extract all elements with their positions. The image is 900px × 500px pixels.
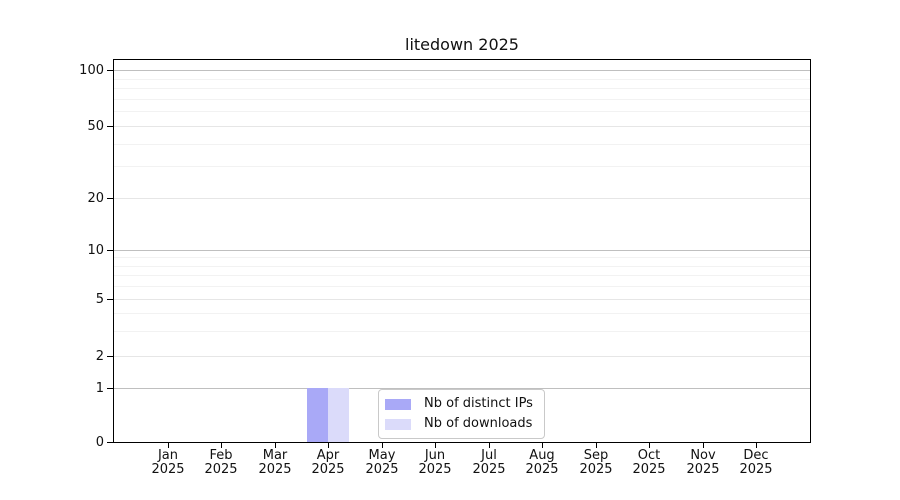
- y-gridline: [114, 198, 810, 199]
- y-tick-mark: [107, 442, 113, 443]
- x-tick-mark: [649, 442, 650, 448]
- y-tick-mark: [107, 70, 113, 71]
- y-tick-mark: [107, 388, 113, 389]
- x-tick-label-feb: Feb 2025: [189, 449, 253, 477]
- x-tick-mark: [328, 442, 329, 448]
- y-gridline-minor: [114, 88, 810, 89]
- y-gridline-minor: [114, 257, 810, 258]
- x-tick-month: May: [368, 448, 396, 463]
- x-tick-month: Feb: [209, 448, 233, 463]
- y-tick-mark: [107, 198, 113, 199]
- x-tick-year: 2025: [579, 462, 613, 477]
- y-tick-mark: [107, 250, 113, 251]
- y-tick-label: 2: [95, 349, 104, 364]
- y-gridline-minor: [114, 313, 810, 314]
- x-tick-month: Jan: [157, 448, 179, 463]
- x-tick-year: 2025: [418, 462, 452, 477]
- x-tick-month: Jun: [424, 448, 446, 463]
- y-tick-mark: [107, 299, 113, 300]
- chart-title: litedown 2025: [405, 35, 519, 54]
- bar-downloads: [328, 388, 349, 442]
- x-tick-label-aug: Aug 2025: [510, 449, 574, 477]
- x-tick-year: 2025: [525, 462, 559, 477]
- y-tick-mark: [107, 126, 113, 127]
- x-tick-mark: [489, 442, 490, 448]
- legend-swatch-downloads: [385, 418, 411, 430]
- x-tick-mark: [168, 442, 169, 448]
- y-gridline-minor: [114, 79, 810, 80]
- y-gridline: [114, 356, 810, 357]
- y-tick-label: 1: [95, 381, 104, 396]
- y-gridline-minor: [114, 111, 810, 112]
- x-tick-mark: [275, 442, 276, 448]
- legend-item-downloads: Nb of downloads: [385, 416, 536, 432]
- plot-area: Nb of distinct IPs Nb of downloads: [107, 59, 811, 448]
- y-tick-label: 0: [95, 435, 104, 450]
- x-tick-month: Aug: [529, 448, 555, 463]
- legend-item-distinct-ips: Nb of distinct IPs: [385, 396, 536, 412]
- x-tick-label-jan: Jan 2025: [136, 449, 200, 477]
- x-tick-month: Oct: [637, 448, 661, 463]
- x-tick-label-mar: Mar 2025: [243, 449, 307, 477]
- legend-swatch-distinct-ips: [385, 398, 411, 410]
- x-tick-year: 2025: [632, 462, 666, 477]
- x-tick-month: Sep: [583, 448, 609, 463]
- y-gridline: [114, 70, 810, 71]
- y-tick-label: 5: [95, 292, 104, 307]
- x-tick-year: 2025: [204, 462, 238, 477]
- y-axis: 0 1 2 5 10 20 50 100: [0, 59, 106, 451]
- x-tick-mark: [596, 442, 597, 448]
- x-tick-year: 2025: [258, 462, 292, 477]
- y-gridline-minor: [114, 275, 810, 276]
- x-tick-year: 2025: [472, 462, 506, 477]
- y-gridline-minor: [114, 286, 810, 287]
- x-tick-mark: [382, 442, 383, 448]
- x-tick-month: Dec: [743, 448, 769, 463]
- y-gridline-minor: [114, 166, 810, 167]
- x-tick-mark: [221, 442, 222, 448]
- x-tick-year: 2025: [686, 462, 720, 477]
- x-tick-label-may: May 2025: [350, 449, 414, 477]
- x-tick-label-dec: Dec 2025: [724, 449, 788, 477]
- x-tick-label-sep: Sep 2025: [564, 449, 628, 477]
- y-tick-label: 50: [87, 119, 104, 134]
- legend-label-downloads: Nb of downloads: [424, 416, 533, 431]
- y-gridline-minor: [114, 331, 810, 332]
- x-tick-mark: [703, 442, 704, 448]
- x-tick-mark: [542, 442, 543, 448]
- legend-label-distinct-ips: Nb of distinct IPs: [424, 396, 533, 411]
- y-gridline: [114, 126, 810, 127]
- x-tick-year: 2025: [365, 462, 399, 477]
- x-tick-month: Apr: [316, 448, 340, 463]
- y-gridline-minor: [114, 266, 810, 267]
- y-tick-label: 10: [87, 243, 104, 258]
- x-tick-year: 2025: [311, 462, 345, 477]
- x-tick-month: Jul: [481, 448, 497, 463]
- y-gridline-minor: [114, 144, 810, 145]
- x-tick-mark: [756, 442, 757, 448]
- y-tick-label: 20: [87, 191, 104, 206]
- y-tick-label: 100: [79, 63, 104, 78]
- y-gridline: [114, 250, 810, 251]
- x-tick-month: Nov: [690, 448, 716, 463]
- x-tick-label-apr: Apr 2025: [296, 449, 360, 477]
- y-gridline: [114, 388, 810, 389]
- x-tick-label-jun: Jun 2025: [403, 449, 467, 477]
- x-tick-label-oct: Oct 2025: [617, 449, 681, 477]
- bar-distinct-ips: [307, 388, 329, 442]
- y-tick-mark: [107, 356, 113, 357]
- x-tick-month: Mar: [262, 448, 288, 463]
- x-tick-label-nov: Nov 2025: [671, 449, 735, 477]
- x-tick-year: 2025: [739, 462, 773, 477]
- y-gridline-minor: [114, 99, 810, 100]
- x-tick-label-jul: Jul 2025: [457, 449, 521, 477]
- x-axis: Jan 2025 Feb 2025 Mar 2025 Apr 2025 May 2025 Jun 20…: [113, 448, 811, 482]
- y-gridline: [114, 299, 810, 300]
- x-tick-mark: [435, 442, 436, 448]
- legend: Nb of distinct IPs Nb of downloads: [378, 389, 545, 439]
- x-tick-year: 2025: [151, 462, 185, 477]
